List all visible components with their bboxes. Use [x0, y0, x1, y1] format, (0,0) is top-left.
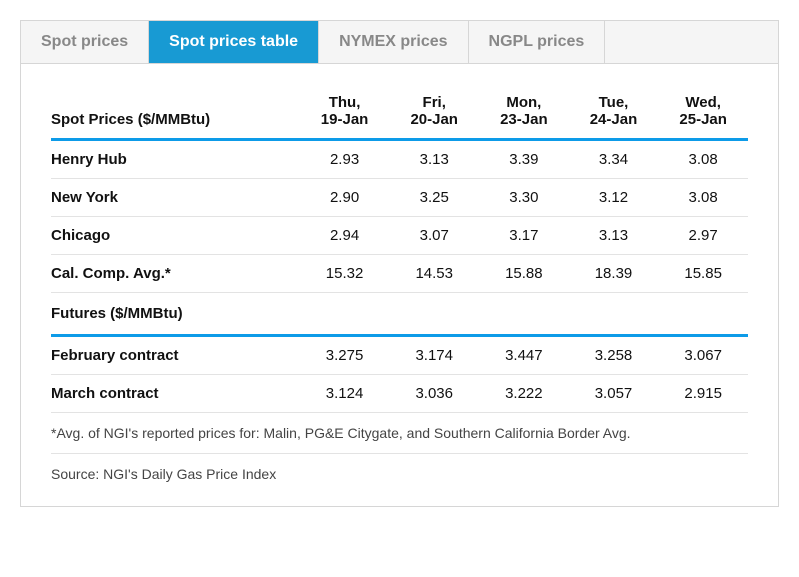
- col-header-label: Spot Prices ($/MMBtu): [51, 84, 300, 140]
- cell: 3.13: [389, 140, 479, 179]
- cell: 18.39: [569, 255, 659, 293]
- row-label: Chicago: [51, 217, 300, 255]
- cell: 15.85: [658, 255, 748, 293]
- cell: 3.275: [300, 336, 390, 375]
- price-table-widget: Spot prices Spot prices table NYMEX pric…: [20, 20, 779, 507]
- cell: 2.915: [658, 375, 748, 413]
- row-label: February contract: [51, 336, 300, 375]
- cell: 3.258: [569, 336, 659, 375]
- prices-table: Spot Prices ($/MMBtu) Thu, 19-Jan Fri, 2…: [51, 84, 748, 413]
- cell: 15.88: [479, 255, 569, 293]
- table-row: Henry Hub 2.93 3.13 3.39 3.34 3.08: [51, 140, 748, 179]
- tab-bar: Spot prices Spot prices table NYMEX pric…: [21, 21, 778, 64]
- tab-spot-prices-table[interactable]: Spot prices table: [149, 21, 319, 63]
- cell: 2.93: [300, 140, 390, 179]
- source-line: Source: NGI's Daily Gas Price Index: [51, 454, 748, 486]
- cell: 3.30: [479, 179, 569, 217]
- cell: 2.97: [658, 217, 748, 255]
- cell: 15.32: [300, 255, 390, 293]
- cell: 3.39: [479, 140, 569, 179]
- cell: 2.90: [300, 179, 390, 217]
- cell: 3.07: [389, 217, 479, 255]
- col-header-1: Thu, 19-Jan: [300, 84, 390, 140]
- cell: 3.222: [479, 375, 569, 413]
- table-row: New York 2.90 3.25 3.30 3.12 3.08: [51, 179, 748, 217]
- cell: 3.036: [389, 375, 479, 413]
- cell: 2.94: [300, 217, 390, 255]
- cell: 3.124: [300, 375, 390, 413]
- cell: 3.13: [569, 217, 659, 255]
- cell: 3.447: [479, 336, 569, 375]
- col-header-2: Fri, 20-Jan: [389, 84, 479, 140]
- tab-spot-prices[interactable]: Spot prices: [21, 21, 149, 63]
- table-row: February contract 3.275 3.174 3.447 3.25…: [51, 336, 748, 375]
- cell: 3.057: [569, 375, 659, 413]
- table-row: Chicago 2.94 3.07 3.17 3.13 2.97: [51, 217, 748, 255]
- cell: 3.25: [389, 179, 479, 217]
- tab-nymex-prices[interactable]: NYMEX prices: [319, 21, 468, 63]
- table-content: Spot Prices ($/MMBtu) Thu, 19-Jan Fri, 2…: [21, 64, 778, 506]
- cell: 3.067: [658, 336, 748, 375]
- futures-header: Futures ($/MMBtu): [51, 293, 748, 336]
- cell: 3.34: [569, 140, 659, 179]
- table-row: Cal. Comp. Avg.* 15.32 14.53 15.88 18.39…: [51, 255, 748, 293]
- cell: 3.12: [569, 179, 659, 217]
- footnote: *Avg. of NGI's reported prices for: Mali…: [51, 413, 748, 454]
- tab-ngpl-prices[interactable]: NGPL prices: [469, 21, 606, 63]
- cell: 3.08: [658, 179, 748, 217]
- futures-header-row: Futures ($/MMBtu): [51, 293, 748, 336]
- header-row: Spot Prices ($/MMBtu) Thu, 19-Jan Fri, 2…: [51, 84, 748, 140]
- cell: 3.17: [479, 217, 569, 255]
- row-label: New York: [51, 179, 300, 217]
- cell: 14.53: [389, 255, 479, 293]
- cell: 3.174: [389, 336, 479, 375]
- row-label: Henry Hub: [51, 140, 300, 179]
- cell: 3.08: [658, 140, 748, 179]
- row-label: Cal. Comp. Avg.*: [51, 255, 300, 293]
- col-header-4: Tue, 24-Jan: [569, 84, 659, 140]
- col-header-3: Mon, 23-Jan: [479, 84, 569, 140]
- row-label: March contract: [51, 375, 300, 413]
- table-row: March contract 3.124 3.036 3.222 3.057 2…: [51, 375, 748, 413]
- col-header-5: Wed, 25-Jan: [658, 84, 748, 140]
